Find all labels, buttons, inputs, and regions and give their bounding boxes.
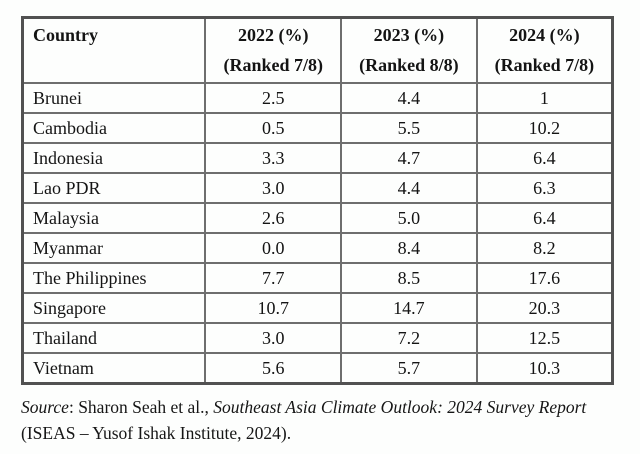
country-cell: Malaysia xyxy=(21,202,207,234)
value-cell: 7.2 xyxy=(340,322,478,354)
value-cell: 5.7 xyxy=(340,352,478,385)
country-cell: Thailand xyxy=(21,322,207,354)
source-note: Source: Sharon Seah et al., Southeast As… xyxy=(21,394,617,446)
value-cell: 4.7 xyxy=(340,142,478,174)
country-cell: Vietnam xyxy=(21,352,207,385)
column-header-2023: 2023 (%) (Ranked 8/8) xyxy=(340,16,478,84)
source-authors: : Sharon Seah et al., xyxy=(68,397,214,417)
page: Country 2022 (%) (Ranked 7/8) 2023 (%) (… xyxy=(21,16,617,446)
column-header-2023-rank: (Ranked 8/8) xyxy=(359,55,459,75)
column-header-2024-year: 2024 (%) xyxy=(509,25,580,45)
source-title: Southeast Asia Climate Outlook: 2024 Sur… xyxy=(213,397,587,417)
value-cell: 10.7 xyxy=(204,292,343,324)
value-cell: 10.3 xyxy=(475,352,614,385)
value-cell: 20.3 xyxy=(475,292,614,324)
value-cell: 3.0 xyxy=(204,172,343,204)
value-cell: 3.0 xyxy=(204,322,343,354)
country-cell: Myanmar xyxy=(21,232,207,264)
header-row: Country 2022 (%) (Ranked 7/8) 2023 (%) (… xyxy=(21,16,614,84)
column-header-country: Country xyxy=(21,16,207,84)
table-row: Cambodia 0.5 5.5 10.2 xyxy=(21,112,614,144)
value-cell: 6.3 xyxy=(475,172,614,204)
value-cell: 7.7 xyxy=(204,262,343,294)
table-row: Malaysia 2.6 5.0 6.4 xyxy=(21,202,614,234)
value-cell: 10.2 xyxy=(475,112,614,144)
value-cell: 6.4 xyxy=(475,142,614,174)
country-cell: Singapore xyxy=(21,292,207,324)
value-cell: 5.6 xyxy=(204,352,343,385)
survey-table: Country 2022 (%) (Ranked 7/8) 2023 (%) (… xyxy=(21,16,614,385)
value-cell: 8.5 xyxy=(340,262,478,294)
value-cell: 8.2 xyxy=(475,232,614,264)
column-header-2022-rank: (Ranked 7/8) xyxy=(223,55,323,75)
table-row: Myanmar 0.0 8.4 8.2 xyxy=(21,232,614,264)
value-cell: 0.0 xyxy=(204,232,343,264)
value-cell: 5.5 xyxy=(340,112,478,144)
table-row: Brunei 2.5 4.4 1 xyxy=(21,82,614,114)
source-label: Source xyxy=(21,397,69,417)
value-cell: 0.5 xyxy=(204,112,343,144)
table-row: Indonesia 3.3 4.7 6.4 xyxy=(21,142,614,174)
source-publisher: (ISEAS – Yusof Ishak Institute, 2024). xyxy=(21,423,292,443)
column-header-2024-rank: (Ranked 7/8) xyxy=(494,55,595,75)
value-cell: 17.6 xyxy=(475,262,614,294)
table-row: Thailand 3.0 7.2 12.5 xyxy=(21,322,614,354)
value-cell: 2.5 xyxy=(204,82,343,114)
column-header-2024: 2024 (%) (Ranked 7/8) xyxy=(475,16,614,84)
country-cell: The Philippines xyxy=(21,262,207,294)
country-cell: Indonesia xyxy=(21,142,207,174)
value-cell: 6.4 xyxy=(475,202,614,234)
column-header-2022: 2022 (%) (Ranked 7/8) xyxy=(204,16,343,84)
value-cell: 2.6 xyxy=(204,202,343,234)
column-header-country-label: Country xyxy=(33,25,99,45)
table-row: Lao PDR 3.0 4.4 6.3 xyxy=(21,172,614,204)
value-cell: 3.3 xyxy=(204,142,343,174)
table-row: Singapore 10.7 14.7 20.3 xyxy=(21,292,614,324)
table-row: The Philippines 7.7 8.5 17.6 xyxy=(21,262,614,294)
country-cell: Brunei xyxy=(21,82,207,114)
country-cell: Lao PDR xyxy=(21,172,207,204)
table-row: Vietnam 5.6 5.7 10.3 xyxy=(21,352,614,385)
value-cell: 5.0 xyxy=(340,202,478,234)
country-cell: Cambodia xyxy=(21,112,207,144)
value-cell: 1 xyxy=(475,82,614,114)
value-cell: 12.5 xyxy=(475,322,614,354)
column-header-2023-year: 2023 (%) xyxy=(373,25,445,45)
value-cell: 4.4 xyxy=(340,82,478,114)
column-header-2022-year: 2022 (%) xyxy=(237,25,309,45)
value-cell: 4.4 xyxy=(340,172,478,204)
value-cell: 8.4 xyxy=(340,232,478,264)
value-cell: 14.7 xyxy=(340,292,478,324)
